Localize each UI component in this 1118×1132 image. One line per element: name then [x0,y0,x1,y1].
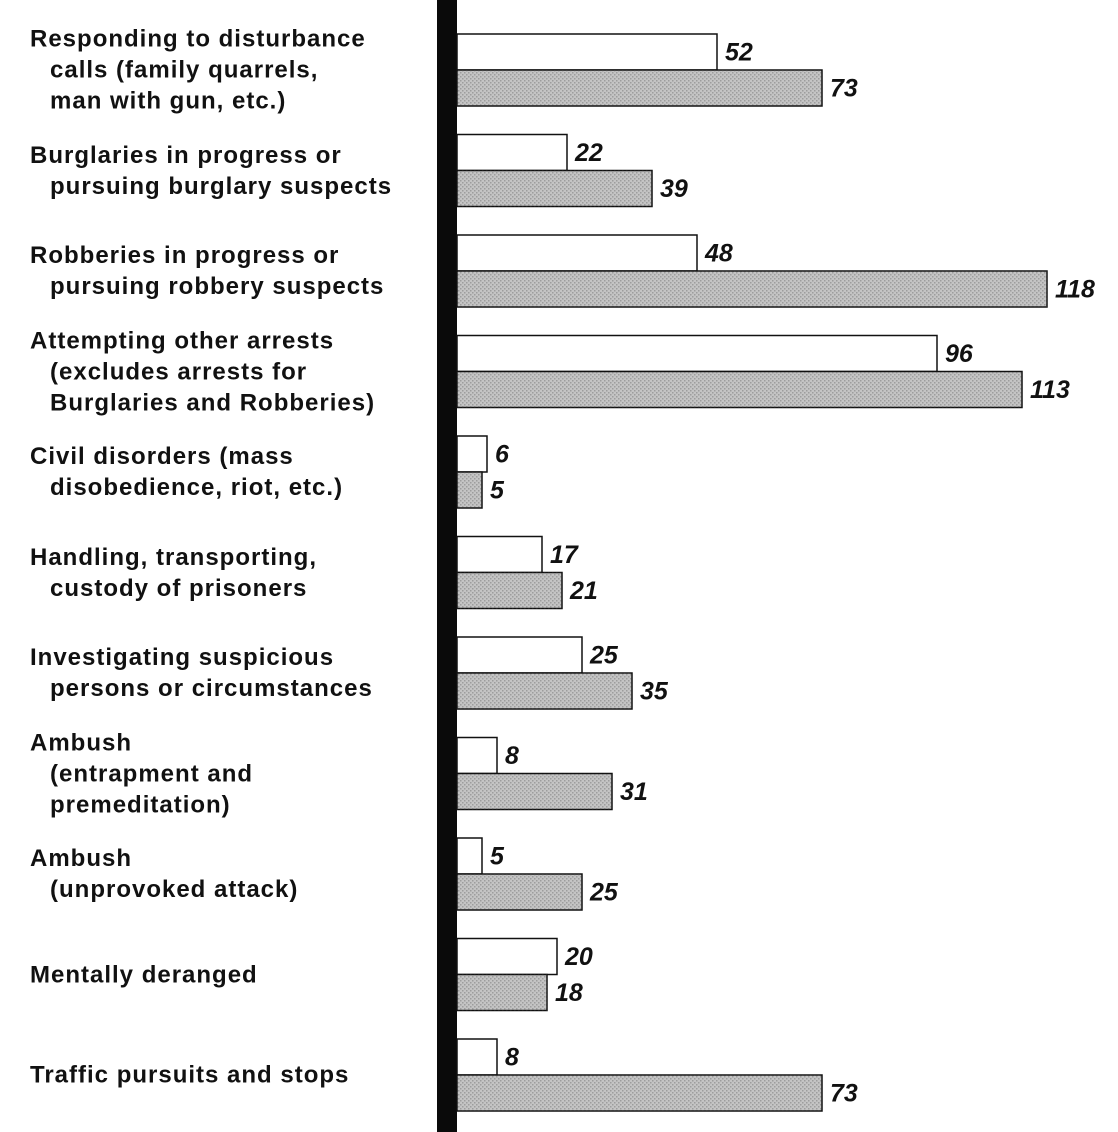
category-label: Robberies in progress or pursuing robber… [30,242,385,300]
value-label: 35 [640,678,669,706]
bar [456,937,558,976]
value-label: 6 [495,441,510,469]
value-label: 17 [550,541,579,569]
value-label: 39 [660,175,688,203]
category-label: Ambush (unprovoked attack) [30,845,299,903]
value-label: 5 [490,477,505,505]
bar-texture [457,673,632,709]
bar [456,837,483,875]
bar-texture [457,874,582,910]
category-label: Investigating suspicious persons or circ… [30,644,373,702]
bar-texture [457,572,562,609]
bar [456,234,698,272]
bar-texture [457,271,1047,307]
value-label: 48 [704,240,733,268]
bar-texture [457,472,482,508]
category-label: Civil disorders (mass disobedience, riot… [30,443,344,501]
value-label: 52 [725,39,753,67]
bar-texture [457,70,822,106]
value-label: 5 [490,843,505,871]
category-label: Ambush (entrapment and premeditation) [30,729,254,818]
category-label: Mentally deranged [30,961,258,988]
category-label: Responding to disturbance calls (family … [30,25,366,115]
bar [456,133,568,172]
value-label: 31 [620,778,648,806]
bar [456,33,718,71]
bar [456,1038,498,1076]
value-label: 21 [569,577,598,605]
value-label: 22 [574,139,603,167]
value-label: 73 [830,1080,858,1108]
value-label: 73 [830,75,858,103]
value-label: 25 [589,879,619,907]
bar [456,636,583,674]
value-label: 96 [945,340,974,368]
value-label: 18 [555,979,583,1007]
bar-texture [457,170,652,207]
value-label: 25 [589,642,619,670]
bar [456,334,938,373]
value-label: 8 [505,742,519,770]
category-label: Handling, transporting, custody of priso… [30,543,317,602]
axis [437,0,457,1132]
bar [456,535,543,574]
bar-texture [457,371,1022,408]
bar [456,736,498,775]
bar-texture [457,1075,822,1111]
value-label: 20 [564,943,593,971]
bar [456,435,488,473]
category-label: Burglaries in progress or pursuing burgl… [30,141,393,200]
category-label: Attempting other arrests (excludes arres… [30,327,376,416]
category-label: Traffic pursuits and stops [30,1061,350,1089]
bar-texture [457,773,612,810]
value-label: 113 [1030,376,1070,404]
value-label: 118 [1055,276,1095,304]
value-label: 8 [505,1044,519,1072]
bar-texture [457,974,547,1011]
